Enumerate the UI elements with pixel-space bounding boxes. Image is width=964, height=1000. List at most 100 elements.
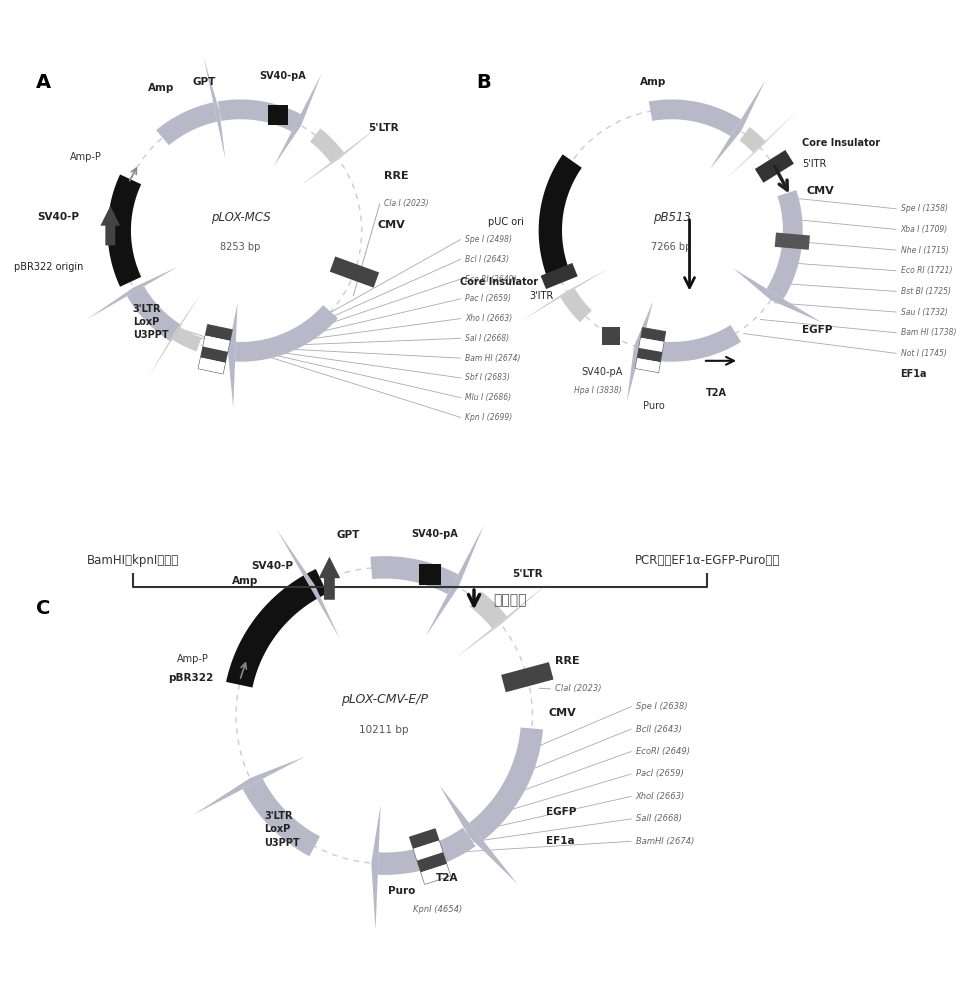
Polygon shape [199,358,226,374]
Polygon shape [469,591,507,628]
Text: RRE: RRE [555,656,579,666]
Text: EGFP: EGFP [802,325,832,335]
Polygon shape [156,102,217,145]
Text: BclI (2643): BclI (2643) [635,725,682,734]
Text: Bst BI (1725): Bst BI (1725) [900,287,951,296]
Text: EF1a: EF1a [900,369,927,379]
Polygon shape [410,829,450,884]
Text: 3'LTR: 3'LTR [133,304,161,314]
FancyArrow shape [319,557,340,600]
Text: Spe I (2638): Spe I (2638) [635,702,687,711]
Polygon shape [469,727,543,841]
Polygon shape [641,328,665,342]
Text: XhoI (2663): XhoI (2663) [635,792,684,801]
Polygon shape [203,57,226,160]
Text: GPT: GPT [193,77,216,87]
Text: CMV: CMV [549,708,576,718]
Polygon shape [227,569,327,688]
Text: T2A: T2A [436,873,458,883]
Polygon shape [127,286,181,342]
Polygon shape [330,256,379,288]
Text: SV40-pA: SV40-pA [411,529,458,539]
Polygon shape [638,325,741,362]
Text: LoxP: LoxP [264,824,290,834]
Text: BamHI及kpnI双酵切: BamHI及kpnI双酵切 [87,554,179,567]
Text: 10211 bp: 10211 bp [360,725,409,735]
Text: 3'LTR: 3'LTR [264,811,292,821]
Text: U3PPT: U3PPT [264,838,300,848]
Text: pUC ori: pUC ori [488,217,523,227]
Polygon shape [501,662,553,692]
Text: 连接反应: 连接反应 [494,594,526,608]
Polygon shape [627,301,654,402]
Polygon shape [194,757,306,815]
Text: KpnI (4654): KpnI (4654) [414,905,463,914]
Text: pLOX-CMV-E/P: pLOX-CMV-E/P [340,693,428,706]
Polygon shape [635,328,665,372]
Polygon shape [639,338,664,352]
Polygon shape [173,327,201,351]
Polygon shape [421,864,450,884]
Polygon shape [725,110,798,180]
Polygon shape [417,852,446,872]
Text: T2A: T2A [706,388,727,398]
Text: Amp: Amp [147,83,174,93]
Text: pB513: pB513 [653,211,690,224]
Text: Sau I (1732): Sau I (1732) [900,308,948,317]
Polygon shape [755,150,794,183]
Polygon shape [710,80,765,169]
Text: Cla I (2023): Cla I (2023) [385,199,429,208]
Polygon shape [310,128,344,163]
FancyArrow shape [100,206,120,245]
Polygon shape [108,174,141,287]
Polygon shape [228,303,237,407]
Polygon shape [371,804,381,931]
Polygon shape [440,785,518,884]
Text: Spe I (1358): Spe I (1358) [900,204,948,213]
Text: EGFP: EGFP [546,807,576,817]
Polygon shape [775,233,810,250]
Text: Bam HI (2674): Bam HI (2674) [465,354,521,363]
Polygon shape [541,263,577,289]
Text: Amp: Amp [640,77,667,87]
Text: PacI (2659): PacI (2659) [635,769,683,778]
Text: 5'ITR: 5'ITR [802,159,826,169]
Polygon shape [203,336,230,352]
Text: A: A [36,73,51,92]
Polygon shape [205,325,232,341]
Text: 7266 bp: 7266 bp [652,242,692,252]
Polygon shape [649,99,741,136]
Polygon shape [734,268,822,323]
Text: Amp-P: Amp-P [177,654,209,664]
Text: Puro: Puro [388,886,415,896]
Text: Nhe I (1715): Nhe I (1715) [900,246,949,255]
Bar [602,327,620,345]
Polygon shape [637,348,662,362]
Text: Pac I (2659): Pac I (2659) [465,294,511,303]
Polygon shape [560,289,592,322]
Polygon shape [539,154,582,276]
Text: BamHI (2674): BamHI (2674) [635,837,694,846]
Polygon shape [378,828,475,875]
Polygon shape [739,127,765,153]
Text: EF1a: EF1a [546,836,575,846]
Text: SV40-P: SV40-P [252,561,293,571]
Polygon shape [410,829,439,849]
Text: Hpa I (3838): Hpa I (3838) [574,386,622,395]
Text: C: C [36,599,50,618]
Polygon shape [274,73,322,166]
Polygon shape [235,305,338,362]
Text: SV40-pA: SV40-pA [581,367,623,377]
Text: GPT: GPT [336,530,360,540]
Text: LoxP: LoxP [133,317,159,327]
Text: 5'LTR: 5'LTR [368,123,399,133]
Text: Spe I (2498): Spe I (2498) [465,235,512,244]
Text: Core Insulator: Core Insulator [460,277,538,287]
Text: Sbf I (2683): Sbf I (2683) [465,373,510,382]
Polygon shape [148,293,201,378]
Text: Amp: Amp [232,576,258,586]
Polygon shape [370,556,458,594]
Text: 3'ITR: 3'ITR [529,291,553,301]
Polygon shape [299,125,380,186]
Text: Amp-P: Amp-P [69,152,102,162]
